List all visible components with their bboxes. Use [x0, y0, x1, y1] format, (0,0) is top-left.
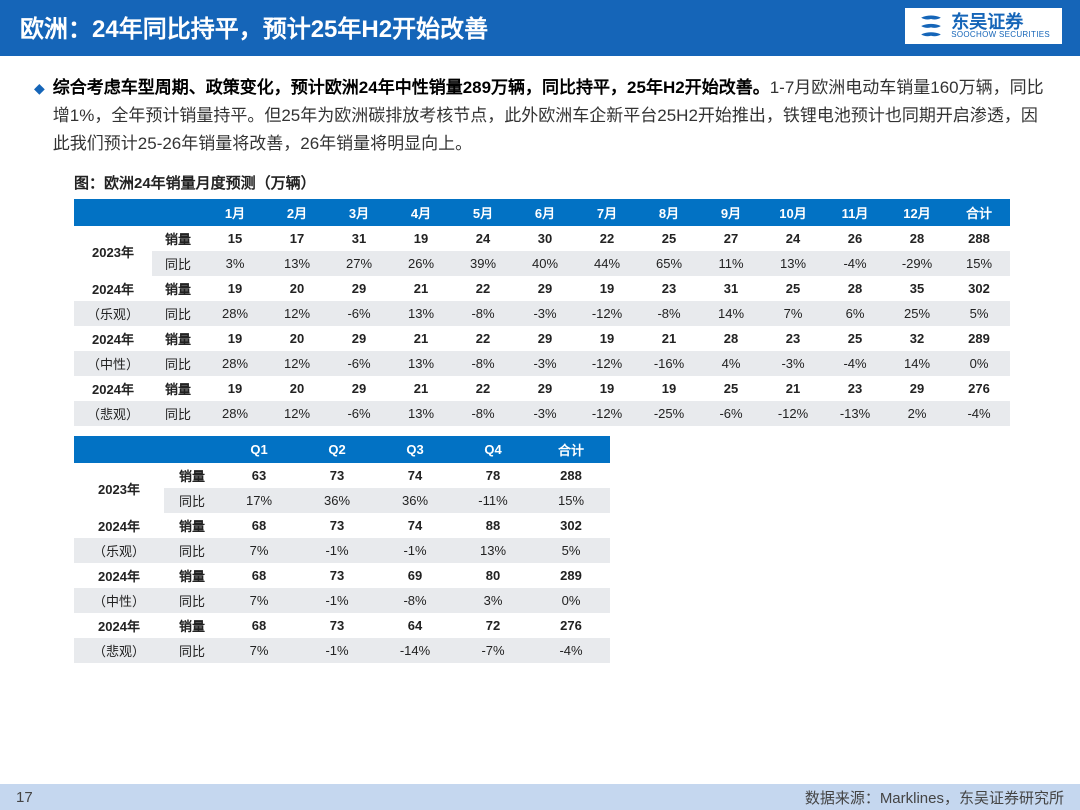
table-row: 2024年销量192029212229191925212329276	[74, 376, 1010, 401]
summary-paragraph: ◆ 综合考虑车型周期、政策变化，预计欧洲24年中性销量289万辆，同比持平，25…	[34, 74, 1046, 158]
logo-icon	[917, 12, 945, 40]
monthly-forecast-table: 1月2月3月4月5月6月7月8月9月10月11月12月合计2023年销量1517…	[74, 199, 1010, 426]
bullet-diamond-icon: ◆	[34, 74, 45, 158]
data-source: 数据来源：Marklines，东吴证券研究所	[805, 787, 1064, 808]
footer-bar: 17 数据来源：Marklines，东吴证券研究所	[0, 784, 1080, 810]
table-row: （中性）同比7%-1%-8%3%0%	[74, 588, 610, 613]
table-row: 2024年销量68736472276	[74, 613, 610, 638]
content-area: ◆ 综合考虑车型周期、政策变化，预计欧洲24年中性销量289万辆，同比持平，25…	[0, 56, 1080, 663]
page-title: 欧洲：24年同比持平，预计25年H2开始改善	[20, 9, 488, 44]
table-row: 2024年销量192029212229192128232532289	[74, 326, 1010, 351]
figure-title: 图：欧洲24年销量月度预测（万辆）	[74, 172, 1046, 193]
table-row: （乐观）同比28%12%-6%13%-8%-3%-12%-8%14%7%6%25…	[74, 301, 1010, 326]
company-logo: 东吴证券 SOOCHOW SECURITIES	[905, 8, 1062, 44]
table-row: （乐观）同比7%-1%-1%13%5%	[74, 538, 610, 563]
summary-text: 综合考虑车型周期、政策变化，预计欧洲24年中性销量289万辆，同比持平，25年H…	[53, 74, 1046, 158]
table-row: （悲观）同比28%12%-6%13%-8%-3%-12%-25%-6%-12%-…	[74, 401, 1010, 426]
logo-cn: 东吴证券	[951, 13, 1050, 31]
quarterly-forecast-table: Q1Q2Q3Q4合计2023年销量63737478288同比17%36%36%-…	[74, 436, 610, 663]
table-row: 2024年销量68736980289	[74, 563, 610, 588]
logo-en: SOOCHOW SECURITIES	[951, 31, 1050, 39]
table-row: （中性）同比28%12%-6%13%-8%-3%-12%-16%4%-3%-4%…	[74, 351, 1010, 376]
table-row: 同比3%13%27%26%39%40%44%65%11%13%-4%-29%15…	[74, 251, 1010, 276]
table-row: 2024年销量68737488302	[74, 513, 610, 538]
page-number: 17	[16, 789, 33, 806]
table-row: 2023年销量151731192430222527242628288	[74, 226, 1010, 251]
table-row: 2024年销量192029212229192331252835302	[74, 276, 1010, 301]
summary-bold: 综合考虑车型周期、政策变化，预计欧洲24年中性销量289万辆，同比持平，25年H…	[53, 78, 770, 97]
table-row: （悲观）同比7%-1%-14%-7%-4%	[74, 638, 610, 663]
table-row: 2023年销量63737478288	[74, 463, 610, 488]
